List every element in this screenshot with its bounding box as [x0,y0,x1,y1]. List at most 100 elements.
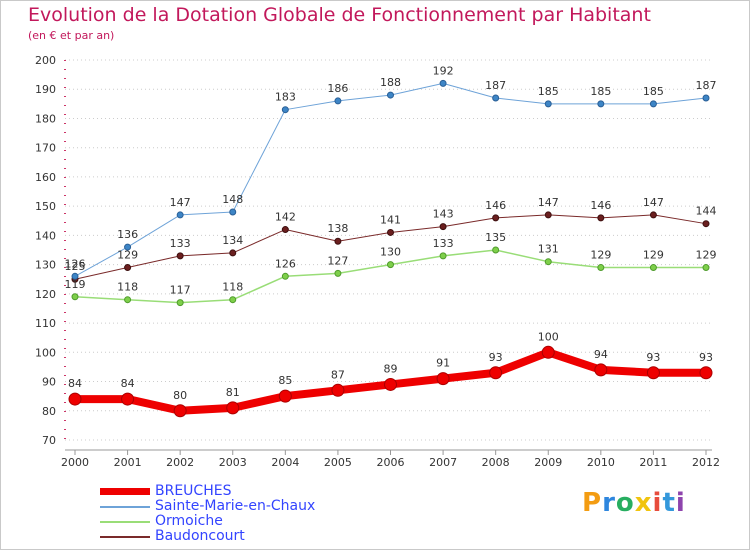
data-label-ormoiche: 130 [380,246,401,259]
chart-title: Evolution de la Dotation Globale de Fonc… [28,4,651,26]
data-point-baudoncourt [334,237,342,245]
data-point-sainte-marie-en-chaux [544,100,552,108]
data-label-ormoiche: 117 [170,284,191,297]
data-label-breuches: 94 [594,348,608,361]
data-label-baudoncourt: 141 [380,213,401,226]
data-point-breuches [594,363,608,377]
legend-label: Sainte-Marie-en-Chaux [155,498,316,514]
legend-label: Ormoiche [155,513,223,529]
x-tick-label: 2003 [219,456,247,469]
data-point-breuches [384,377,397,391]
x-tick-label: 2005 [324,456,352,469]
x-tick-label: 2009 [534,456,562,469]
data-label-sainte-marie-en-chaux: 187 [485,79,506,92]
data-point-ormoiche [124,296,132,304]
data-label-baudoncourt: 146 [590,199,611,212]
y-tick-label: 170 [35,142,56,155]
legend-swatch-breuches [100,488,150,495]
data-label-breuches: 100 [538,330,559,343]
data-point-sainte-marie-en-chaux [229,208,237,216]
data-label-sainte-marie-en-chaux: 188 [380,76,401,89]
data-point-sainte-marie-en-chaux [124,243,132,251]
logo-letter: x [634,488,653,518]
data-point-breuches [226,401,240,415]
data-label-ormoiche: 129 [643,249,664,262]
data-label-ormoiche: 129 [590,249,611,262]
data-label-sainte-marie-en-chaux: 187 [696,79,717,92]
data-label-sainte-marie-en-chaux: 185 [643,85,664,98]
data-label-breuches: 81 [226,386,240,399]
legend-swatch-baudoncourt [100,536,150,538]
data-point-sainte-marie-en-chaux [702,94,710,102]
data-label-sainte-marie-en-chaux: 147 [170,196,191,209]
data-label-baudoncourt: 147 [643,196,664,209]
data-point-baudoncourt [544,211,552,219]
data-point-baudoncourt [281,226,289,234]
data-label-breuches: 87 [331,368,345,381]
data-point-breuches [646,366,660,380]
data-point-breuches [436,372,450,386]
logo-letter: r [602,488,616,518]
data-label-baudoncourt: 129 [117,249,138,262]
y-tick-label: 180 [35,112,56,125]
data-label-baudoncourt: 144 [696,205,717,218]
data-label-ormoiche: 119 [65,278,86,291]
data-point-sainte-marie-en-chaux [71,272,79,280]
data-point-ormoiche [229,296,237,304]
data-point-baudoncourt [597,214,605,222]
x-tick-label: 2004 [271,456,299,469]
y-tick-label: 110 [35,317,56,330]
data-label-breuches: 85 [278,374,292,387]
x-tick-label: 2011 [639,456,667,469]
data-point-ormoiche [597,264,605,272]
data-point-breuches [121,392,135,406]
data-label-sainte-marie-en-chaux: 192 [433,64,454,77]
data-point-breuches [173,404,187,418]
data-label-baudoncourt: 125 [65,260,86,273]
data-label-breuches: 91 [436,357,450,370]
data-point-ormoiche [439,252,447,260]
data-point-sainte-marie-en-chaux [334,97,342,105]
y-tick-label: 190 [35,83,56,96]
data-point-breuches [699,366,713,380]
data-point-sainte-marie-en-chaux [597,100,605,108]
data-point-baudoncourt [439,223,447,231]
chart-subtitle: (en € et par an) [28,29,115,42]
data-label-baudoncourt: 138 [327,222,348,235]
data-label-breuches: 89 [384,362,398,375]
data-label-ormoiche: 133 [433,237,454,250]
y-tick-label: 100 [35,346,56,359]
data-label-baudoncourt: 134 [222,234,243,247]
y-tick-label: 120 [35,288,56,301]
data-label-breuches: 84 [121,377,135,390]
data-label-breuches: 80 [173,389,187,402]
data-label-sainte-marie-en-chaux: 148 [222,193,243,206]
data-point-sainte-marie-en-chaux [649,100,657,108]
data-point-baudoncourt [649,211,657,219]
x-tick-label: 2007 [429,456,457,469]
data-label-ormoiche: 129 [696,249,717,262]
data-point-breuches [489,366,503,380]
y-tick-label: 70 [42,434,56,447]
data-label-sainte-marie-en-chaux: 126 [65,257,86,270]
data-label-baudoncourt: 142 [275,211,296,224]
data-point-ormoiche [334,269,342,277]
x-tick-label: 2001 [114,456,142,469]
data-label-ormoiche: 131 [538,243,559,256]
data-label-sainte-marie-en-chaux: 186 [327,82,348,95]
legend-swatch-sainte-marie-en-chaux [100,506,150,508]
y-tick-label: 130 [35,259,56,272]
data-label-sainte-marie-en-chaux: 185 [538,85,559,98]
data-point-sainte-marie-en-chaux [176,211,184,219]
data-point-ormoiche [702,264,710,272]
y-tick-label: 90 [42,376,56,389]
data-label-sainte-marie-en-chaux: 136 [117,228,138,241]
logo-letter: P [582,488,603,518]
legend-label: Baudoncourt [155,528,245,544]
y-tick-label: 150 [35,200,56,213]
data-label-breuches: 93 [489,351,503,364]
data-point-ormoiche [281,272,289,280]
data-label-baudoncourt: 133 [170,237,191,250]
data-point-ormoiche [492,246,500,254]
data-label-breuches: 93 [646,351,660,364]
